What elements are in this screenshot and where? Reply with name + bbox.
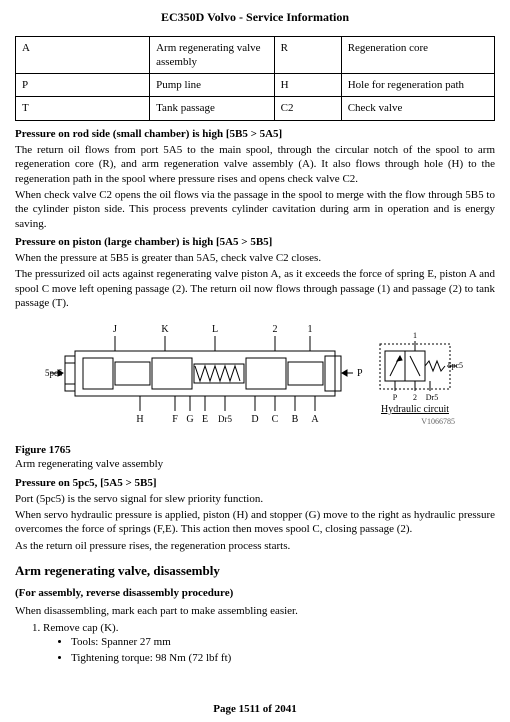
label-k: K: [161, 324, 169, 335]
label-g: G: [186, 414, 193, 425]
paragraph: As the return oil pressure rises, the re…: [15, 539, 495, 553]
figure-1765: J K L 2 1 H F G E Dr5 D C B A 5pc5 P: [15, 316, 495, 441]
page-title: EC350D Volvo - Service Information: [15, 10, 495, 26]
hyd-label-p: P: [393, 393, 398, 402]
label-l: L: [212, 324, 218, 335]
table-row: T Tank passage C2 Check valve: [16, 97, 495, 120]
label-b: B: [292, 414, 299, 425]
paragraph: The return oil flows from port 5A5 to th…: [15, 143, 495, 186]
label-f: F: [172, 414, 178, 425]
label-p: P: [357, 368, 363, 379]
label-h: H: [136, 414, 143, 425]
label-c: C: [272, 414, 279, 425]
cell: R: [274, 36, 341, 74]
cell: H: [274, 74, 341, 97]
hyd-label-2: 2: [413, 393, 417, 402]
paragraph: The pressurized oil acts against regener…: [15, 267, 495, 310]
substep-item: Tools: Spanner 27 mm: [71, 635, 495, 649]
substep-list: Tools: Spanner 27 mm Tightening torque: …: [71, 635, 495, 666]
figure-subcaption: Arm regenerating valve assembly: [15, 457, 495, 471]
cell: Check valve: [341, 97, 494, 120]
valve-diagram: J K L 2 1 H F G E Dr5 D C B A 5pc5 P: [45, 316, 465, 436]
cell: Regeneration core: [341, 36, 494, 74]
cell: Tank passage: [150, 97, 275, 120]
heading-pressure-piston: Pressure on piston (large chamber) is hi…: [15, 235, 495, 249]
cell: Arm regenerating valve assembly: [150, 36, 275, 74]
label-dr5: Dr5: [218, 414, 232, 424]
hydraulic-circuit-caption: Hydraulic circuit: [381, 404, 449, 415]
label-5pc5: 5pc5: [45, 368, 63, 378]
cell: C2: [274, 97, 341, 120]
table-row: A Arm regenerating valve assembly R Rege…: [16, 36, 495, 74]
paragraph: When disassembling, mark each part to ma…: [15, 604, 495, 618]
label-e: E: [202, 414, 208, 425]
label-1: 1: [308, 324, 313, 335]
cell: Hole for regeneration path: [341, 74, 494, 97]
cell: A: [16, 36, 150, 74]
substep-item: Tightening torque: 98 Nm (72 lbf ft): [71, 651, 495, 665]
label-j: J: [113, 324, 117, 335]
subsection-reverse: (For assembly, reverse disassembly proce…: [15, 586, 495, 600]
paragraph: When check valve C2 opens the oil flows …: [15, 188, 495, 231]
cell: T: [16, 97, 150, 120]
paragraph: Port (5pc5) is the servo signal for slew…: [15, 492, 495, 506]
label-a: A: [311, 414, 319, 425]
heading-pressure-rod: Pressure on rod side (small chamber) is …: [15, 127, 495, 141]
figure-caption: Figure 1765: [15, 443, 495, 457]
section-disassembly: Arm regenerating valve, disassembly: [15, 563, 495, 580]
step-text: Remove cap (K).: [43, 622, 118, 634]
doc-id: V1066785: [421, 417, 455, 426]
label-d: D: [251, 414, 258, 425]
table-row: P Pump line H Hole for regeneration path: [16, 74, 495, 97]
hyd-label-1: 1: [413, 331, 417, 340]
hyd-label-dr5: Dr5: [426, 393, 438, 402]
step-list: Remove cap (K). Tools: Spanner 27 mm Tig…: [43, 621, 495, 666]
reference-table: A Arm regenerating valve assembly R Rege…: [15, 36, 495, 121]
cell: Pump line: [150, 74, 275, 97]
cell: P: [16, 74, 150, 97]
paragraph: When the pressure at 5B5 is greater than…: [15, 251, 495, 265]
heading-pressure-5pc5: Pressure on 5pc5, [5A5 > 5B5]: [15, 476, 495, 490]
label-2: 2: [273, 324, 278, 335]
paragraph: When servo hydraulic pressure is applied…: [15, 508, 495, 537]
step-item: Remove cap (K). Tools: Spanner 27 mm Tig…: [43, 621, 495, 666]
hyd-label-5pc5: 5pc5: [447, 361, 463, 370]
page-footer: Page 1511 of 2041: [0, 702, 510, 716]
